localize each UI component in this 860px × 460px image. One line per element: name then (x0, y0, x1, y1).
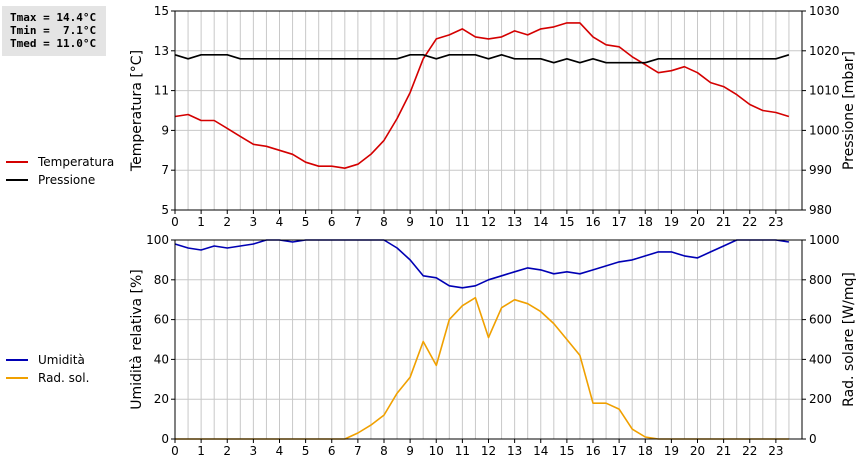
x-tick-label: 11 (455, 444, 470, 458)
x-tick-label: 15 (559, 444, 574, 458)
x-tick-label: 4 (276, 215, 284, 229)
series-line-1-1 (174, 22, 790, 169)
series-line-1-2 (174, 53, 790, 64)
x-tick-label: 22 (742, 444, 757, 458)
x-tick-label: 13 (507, 444, 522, 458)
y-tick-label-right: 400 (809, 352, 832, 366)
y-tick-label-right: 1000 (809, 123, 840, 137)
x-tick-label: 6 (328, 444, 336, 458)
y-tick-label-left: 80 (154, 273, 169, 287)
x-tick-label: 1 (197, 215, 205, 229)
x-tick-label: 7 (354, 215, 362, 229)
y-tick-label-right: 1030 (809, 4, 840, 18)
y-tick-label-right: 1020 (809, 44, 840, 58)
y-tick-label-right: 600 (809, 313, 832, 327)
y-axis-label-right: Pressione [mbar] (841, 51, 857, 170)
x-tick-label: 3 (250, 444, 258, 458)
stats-box: Tmax = 14.4°C Tmin = 7.1°C Tmed = 11.0°C (2, 6, 106, 56)
legend-label: Rad. sol. (38, 371, 89, 385)
x-tick-label: 15 (559, 215, 574, 229)
y-tick-label-right: 1010 (809, 84, 840, 98)
y-tick-label-left: 0 (161, 432, 169, 446)
y-tick-label-left: 5 (161, 203, 169, 217)
x-tick-label: 0 (171, 215, 179, 229)
x-tick-label: 10 (429, 215, 444, 229)
legend-label: Umidità (38, 353, 85, 367)
x-tick-label: 21 (716, 215, 731, 229)
x-tick-label: 19 (664, 215, 679, 229)
x-tick-label: 16 (585, 444, 600, 458)
x-tick-label: 14 (533, 215, 548, 229)
stat-tmed: Tmed = 11.0°C (10, 37, 97, 50)
stat-tmin: Tmin = 7.1°C (10, 24, 97, 37)
y-tick-label-left: 15 (154, 4, 169, 18)
y-tick-label-right: 980 (809, 203, 832, 217)
y-tick-label-left: 60 (154, 313, 169, 327)
x-tick-label: 14 (533, 444, 548, 458)
x-tick-label: 2 (223, 215, 231, 229)
x-tick-label: 18 (638, 444, 653, 458)
x-tick-label: 8 (380, 215, 388, 229)
y-tick-label-left: 13 (154, 44, 169, 58)
x-tick-label: 8 (380, 444, 388, 458)
x-tick-label: 23 (768, 215, 783, 229)
y-axis-label-left: Umidità relativa [%] (129, 269, 145, 410)
x-tick-label: 0 (171, 444, 179, 458)
x-tick-label: 17 (611, 444, 626, 458)
x-tick-label: 17 (611, 215, 626, 229)
y-tick-label-right: 0 (809, 432, 817, 446)
x-tick-label: 10 (429, 444, 444, 458)
x-tick-label: 1 (197, 444, 205, 458)
y-tick-label-left: 100 (146, 233, 169, 247)
y-axis-label-right: Rad. solare [W/mq] (841, 272, 857, 407)
x-tick-label: 20 (690, 215, 705, 229)
y-tick-label-right: 800 (809, 273, 832, 287)
y-tick-label-right: 200 (809, 392, 832, 406)
x-tick-label: 11 (455, 215, 470, 229)
stat-tmax: Tmax = 14.4°C (10, 11, 97, 24)
y-tick-label-right: 1000 (809, 233, 840, 247)
x-tick-label: 12 (481, 215, 496, 229)
x-tick-label: 16 (585, 215, 600, 229)
y-tick-label-right: 990 (809, 163, 832, 177)
x-tick-label: 4 (276, 444, 284, 458)
x-tick-label: 6 (328, 215, 336, 229)
x-tick-label: 5 (302, 215, 310, 229)
y-tick-label-left: 9 (161, 123, 169, 137)
x-tick-label: 20 (690, 444, 705, 458)
x-tick-label: 5 (302, 444, 310, 458)
x-tick-label: 21 (716, 444, 731, 458)
x-tick-label: 12 (481, 444, 496, 458)
x-tick-label: 13 (507, 215, 522, 229)
y-tick-label-left: 11 (154, 84, 169, 98)
y-tick-label-left: 7 (161, 163, 169, 177)
x-tick-label: 7 (354, 444, 362, 458)
legend-label: Temperatura (37, 155, 114, 169)
legend-label: Pressione (38, 173, 95, 187)
x-tick-label: 9 (406, 215, 414, 229)
y-tick-label-left: 20 (154, 392, 169, 406)
x-tick-label: 22 (742, 215, 757, 229)
x-tick-label: 23 (768, 444, 783, 458)
y-tick-label-left: 40 (154, 352, 169, 366)
x-tick-label: 9 (406, 444, 414, 458)
x-tick-label: 3 (250, 215, 258, 229)
x-tick-label: 2 (223, 444, 231, 458)
x-tick-label: 18 (638, 215, 653, 229)
y-axis-label-left: Temperatura [°C] (129, 50, 145, 172)
x-tick-label: 19 (664, 444, 679, 458)
